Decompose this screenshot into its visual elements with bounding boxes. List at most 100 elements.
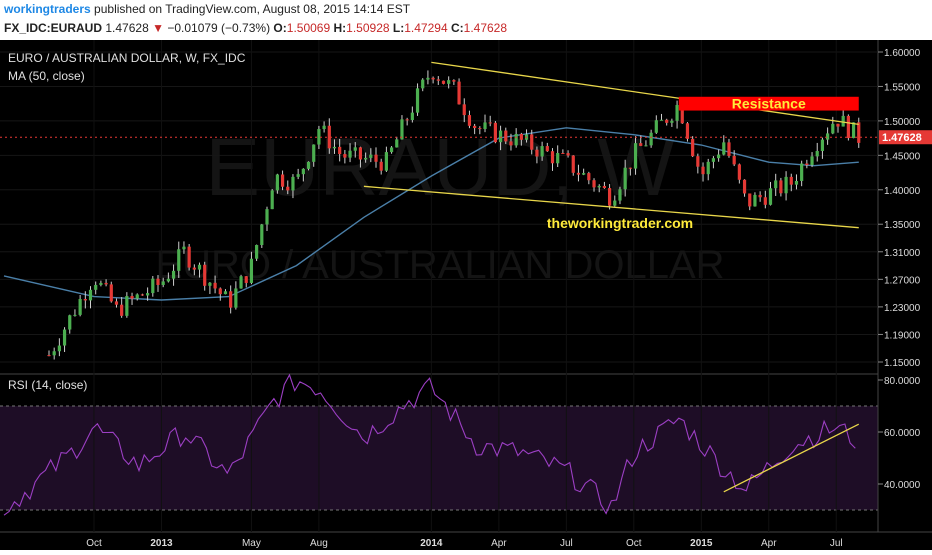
- candle-body: [47, 355, 51, 357]
- time-tick-label: Oct: [86, 538, 102, 549]
- high-label: H:: [333, 21, 347, 35]
- candle-body: [255, 245, 259, 259]
- candle-body: [732, 155, 736, 165]
- candle-body: [280, 174, 285, 187]
- candle-layer: [47, 70, 861, 360]
- candle-body: [400, 119, 404, 140]
- candle-body: [265, 209, 269, 225]
- price-tick-label: 1.27000: [884, 275, 921, 286]
- time-tick-label: Apr: [491, 538, 507, 549]
- candle-body: [493, 122, 497, 143]
- candle-body: [312, 144, 316, 162]
- candle-body: [146, 293, 150, 296]
- candle-body: [758, 194, 762, 198]
- price-tick-label: 1.55000: [884, 82, 921, 93]
- candle-body: [815, 151, 819, 157]
- candle-body: [166, 278, 170, 282]
- close-label: C:: [450, 21, 464, 35]
- candle-body: [488, 122, 492, 124]
- price-axis[interactable]: 1.60000 1.55000 1.50000 1.45000 1.40000 1.350…: [878, 48, 921, 369]
- candle-body: [301, 168, 305, 175]
- candle-body: [239, 276, 243, 289]
- time-axis[interactable]: Oct 2013 May Aug 2014 Apr Jul Oct 2015 Apr Jul: [86, 538, 842, 549]
- candle-body: [327, 125, 331, 149]
- resistance-zone[interactable]: [678, 96, 859, 111]
- ma-legend: MA (50, close): [8, 69, 85, 83]
- candle-body: [405, 119, 409, 121]
- candle-body: [322, 125, 326, 130]
- candle-body: [161, 281, 165, 285]
- candle-body: [286, 186, 290, 191]
- candle-body: [851, 122, 856, 139]
- resistance-label: Resistance: [732, 96, 806, 112]
- candle-body: [566, 153, 570, 156]
- candle-body: [306, 161, 311, 169]
- candle-body: [587, 173, 591, 181]
- chart-area[interactable]: EURAUD, W EURO / AUSTRALIAN DOLLAR Resis…: [0, 40, 932, 550]
- candle-body: [545, 146, 549, 152]
- candle-body: [130, 296, 134, 299]
- rsi-axis[interactable]: 80.0000 60.0000 40.0000: [878, 376, 921, 491]
- price-change: −0.01079 (−0.73%): [167, 21, 271, 35]
- candle-body: [535, 149, 539, 157]
- candle-body: [260, 224, 264, 246]
- candle-body: [742, 179, 747, 194]
- grid-layer: [0, 40, 878, 532]
- candle-body: [296, 174, 300, 177]
- price-tick-label: 1.45000: [884, 151, 921, 162]
- candle-body: [530, 134, 534, 150]
- candle-body: [561, 153, 565, 155]
- candle-body: [120, 304, 124, 316]
- candle-body: [841, 115, 845, 127]
- candle-body: [353, 147, 357, 151]
- candle-body: [436, 79, 440, 81]
- candle-body: [540, 146, 544, 157]
- candle-body: [696, 156, 700, 167]
- last-price: 1.47628: [105, 21, 149, 35]
- candle-body: [104, 282, 108, 285]
- candle-body: [88, 289, 93, 301]
- chart-canvas[interactable]: EURAUD, W EURO / AUSTRALIAN DOLLAR Resis…: [0, 40, 932, 550]
- candle-body: [426, 77, 430, 80]
- candle-body: [556, 153, 560, 164]
- candle-body: [514, 133, 518, 146]
- candle-body: [197, 264, 202, 270]
- candle-body: [457, 81, 461, 105]
- candle-body: [395, 139, 399, 148]
- candle-body: [62, 329, 67, 346]
- candle-body: [504, 130, 508, 142]
- candle-body: [410, 112, 414, 121]
- candle-body: [722, 142, 726, 155]
- time-tick-label: 2014: [420, 538, 443, 549]
- candle-body: [332, 146, 337, 149]
- candle-body: [810, 156, 814, 166]
- trendline-layer[interactable]: [363, 61, 859, 229]
- candle-body: [649, 132, 653, 146]
- candle-body: [774, 180, 778, 189]
- candle-body: [291, 176, 295, 191]
- ma50-line: [3, 127, 859, 301]
- time-tick-label: 2013: [150, 538, 173, 549]
- candle-body: [665, 119, 669, 123]
- publish-line: workingtraders published on TradingView.…: [4, 2, 410, 16]
- candle-body: [717, 154, 721, 159]
- author-link[interactable]: workingtraders: [4, 2, 91, 16]
- symbol-label: FX_IDC:EURAUD: [4, 21, 103, 35]
- high-value: 1.50928: [346, 21, 390, 35]
- candle-body: [338, 146, 342, 155]
- rsi-layer: [3, 373, 860, 516]
- candle-body: [213, 282, 217, 289]
- open-value: 1.50069: [286, 21, 331, 35]
- candle-body: [680, 104, 684, 124]
- candle-body: [685, 123, 690, 139]
- candle-body: [644, 145, 648, 147]
- candle-body: [223, 291, 228, 295]
- candle-body: [94, 284, 98, 290]
- price-tick-label: 1.15000: [884, 358, 921, 369]
- ma-layer: [3, 127, 859, 301]
- time-tick-label: Aug: [310, 538, 328, 549]
- candle-body: [125, 296, 129, 316]
- candle-body: [701, 166, 705, 175]
- candle-body: [483, 122, 487, 130]
- candle-body: [187, 246, 191, 268]
